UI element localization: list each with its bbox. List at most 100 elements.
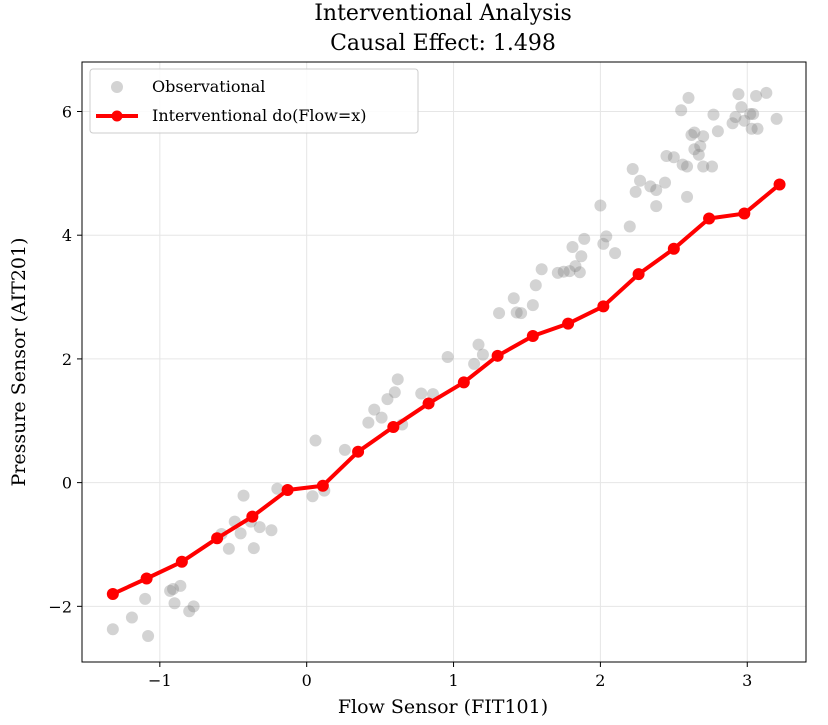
x-tick-label: 3 <box>742 671 752 690</box>
observational-point <box>751 122 764 135</box>
observational-point <box>594 199 607 212</box>
observational-point <box>697 130 710 143</box>
x-tick-label: −1 <box>148 671 172 690</box>
y-axis-label: Pressure Sensor (AIT201) <box>8 237 30 486</box>
grid <box>82 62 806 662</box>
observational-point <box>681 190 694 203</box>
observational-point <box>609 247 622 260</box>
observational-point <box>738 114 751 127</box>
interventional-point <box>352 445 365 458</box>
observational-point <box>526 299 539 312</box>
interventional-point <box>562 317 575 330</box>
interventional-point <box>106 587 119 600</box>
observational-point <box>142 630 155 643</box>
observational-point <box>476 348 489 361</box>
observational-point <box>391 373 404 386</box>
observational-point <box>237 489 250 502</box>
observational-point <box>685 128 698 141</box>
observational-point <box>535 263 548 276</box>
observational-point <box>692 148 705 161</box>
observational-point <box>309 434 322 447</box>
observational-point <box>600 230 613 243</box>
observational-point <box>707 108 720 121</box>
observational-point <box>750 90 763 103</box>
observational-point <box>234 527 247 540</box>
observational-point <box>515 307 528 320</box>
observational-point <box>551 266 564 279</box>
observational-point <box>634 174 647 187</box>
observational-point <box>381 393 394 406</box>
observational-point <box>368 403 381 416</box>
observational-point <box>726 117 739 130</box>
interventional-point <box>211 532 224 545</box>
interventional-point <box>738 207 751 220</box>
observational-point <box>139 592 152 605</box>
y-tick-label: 4 <box>62 226 72 245</box>
observational-point <box>493 307 506 320</box>
x-tick-label: 2 <box>595 671 605 690</box>
observational-point <box>688 143 701 156</box>
legend-observational-label: Observational <box>152 77 265 96</box>
interventional-point <box>526 330 539 343</box>
observational-point <box>362 416 375 429</box>
observational-point <box>247 542 260 555</box>
observational-point <box>271 482 284 495</box>
observational-point <box>735 101 748 114</box>
observational-point <box>338 443 351 456</box>
observational-point <box>415 387 428 400</box>
observational-point <box>125 611 138 624</box>
observational-point <box>222 542 235 555</box>
observational-point <box>167 583 180 596</box>
observational-point <box>569 260 582 273</box>
interventional-point <box>597 300 610 313</box>
observational-point <box>510 306 523 319</box>
legend-observational-marker <box>111 81 123 93</box>
y-tick-label: 0 <box>62 474 72 493</box>
observational-point <box>747 107 760 120</box>
legend-interventional-label: Interventional do(Flow=x) <box>152 106 367 125</box>
observational-point <box>441 351 454 364</box>
observational-point <box>388 386 401 399</box>
observational-point <box>557 265 570 278</box>
observational-point <box>760 86 773 99</box>
chart-title-line-2: Causal Effect: 1.498 <box>330 31 556 56</box>
x-tick-label: 0 <box>302 671 312 690</box>
observational-point <box>697 160 710 173</box>
axis-ticks: −1 0 1 2 3 −2 0 2 4 6 <box>48 102 752 690</box>
observational-point <box>507 292 520 305</box>
observational-point <box>468 357 481 370</box>
observational-point <box>711 125 724 138</box>
observational-point <box>629 185 642 198</box>
observational-point <box>688 126 701 139</box>
observational-point <box>529 279 542 292</box>
observational-point <box>174 579 187 592</box>
observational-point <box>745 122 758 135</box>
observational-point <box>573 266 586 279</box>
observational-point <box>265 524 278 537</box>
observational-point <box>183 605 196 618</box>
legend-interventional-marker <box>111 110 123 122</box>
interventional-point <box>140 572 153 585</box>
observational-point <box>187 600 200 613</box>
observational-point <box>659 176 672 189</box>
interventional-line <box>110 182 782 596</box>
interventional-point <box>246 510 259 523</box>
interventional-point <box>632 268 645 281</box>
observational-point <box>667 151 680 164</box>
observational-point <box>650 184 663 197</box>
interventional-point <box>175 555 188 568</box>
observational-point <box>729 111 742 124</box>
observational-point <box>106 623 119 636</box>
observational-point <box>644 180 657 193</box>
observational-point <box>675 104 688 117</box>
observational-point <box>575 250 588 263</box>
observational-point <box>566 240 579 253</box>
interventional-point <box>703 212 716 225</box>
observational-point <box>682 91 695 104</box>
y-tick-label: −2 <box>48 597 72 616</box>
interventional-point <box>491 349 504 362</box>
observational-point <box>597 237 610 250</box>
observational-point <box>744 107 757 120</box>
plot-frame <box>81 61 807 663</box>
